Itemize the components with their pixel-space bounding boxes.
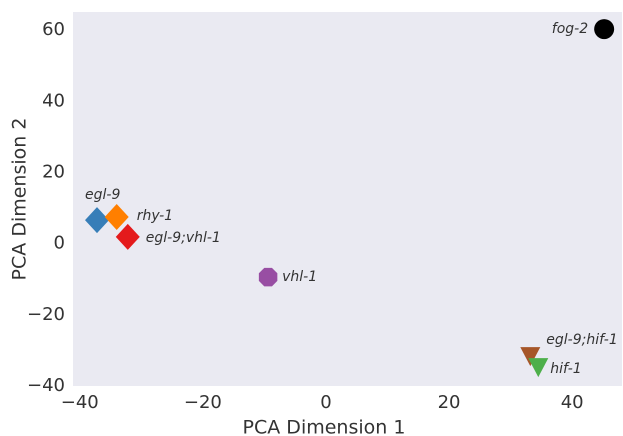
y-tick-label: 0 — [54, 233, 65, 254]
y-tick-label: −40 — [27, 375, 65, 396]
x-tick-label: 40 — [561, 392, 584, 413]
point-label: egl-9 — [85, 187, 120, 203]
point — [104, 203, 129, 230]
y-tick-label: 40 — [42, 90, 65, 111]
point — [115, 223, 140, 250]
y-tick-label: 20 — [42, 161, 65, 182]
point-label: egl-9;hif-1 — [546, 332, 617, 348]
point — [85, 207, 110, 234]
x-axis-label: PCA Dimension 1 — [243, 417, 406, 436]
point-label: vhl-1 — [282, 269, 317, 285]
point — [528, 358, 549, 378]
plot-area — [73, 12, 622, 386]
x-tick-label: −40 — [61, 392, 99, 413]
point — [594, 19, 615, 40]
y-tick-label: −20 — [27, 304, 65, 325]
y-tick-label: 60 — [42, 19, 65, 40]
point-label: rhy-1 — [137, 208, 173, 224]
point-label: egl-9;vhl-1 — [146, 230, 221, 246]
point-label: hif-1 — [550, 361, 581, 377]
y-axis-label: PCA Dimension 2 — [9, 118, 31, 281]
point-label: fog-2 — [552, 21, 588, 37]
point — [258, 267, 278, 287]
x-tick-label: 20 — [438, 392, 461, 413]
point — [520, 347, 541, 367]
x-tick-label: 0 — [320, 392, 331, 413]
x-tick-label: −20 — [184, 392, 222, 413]
